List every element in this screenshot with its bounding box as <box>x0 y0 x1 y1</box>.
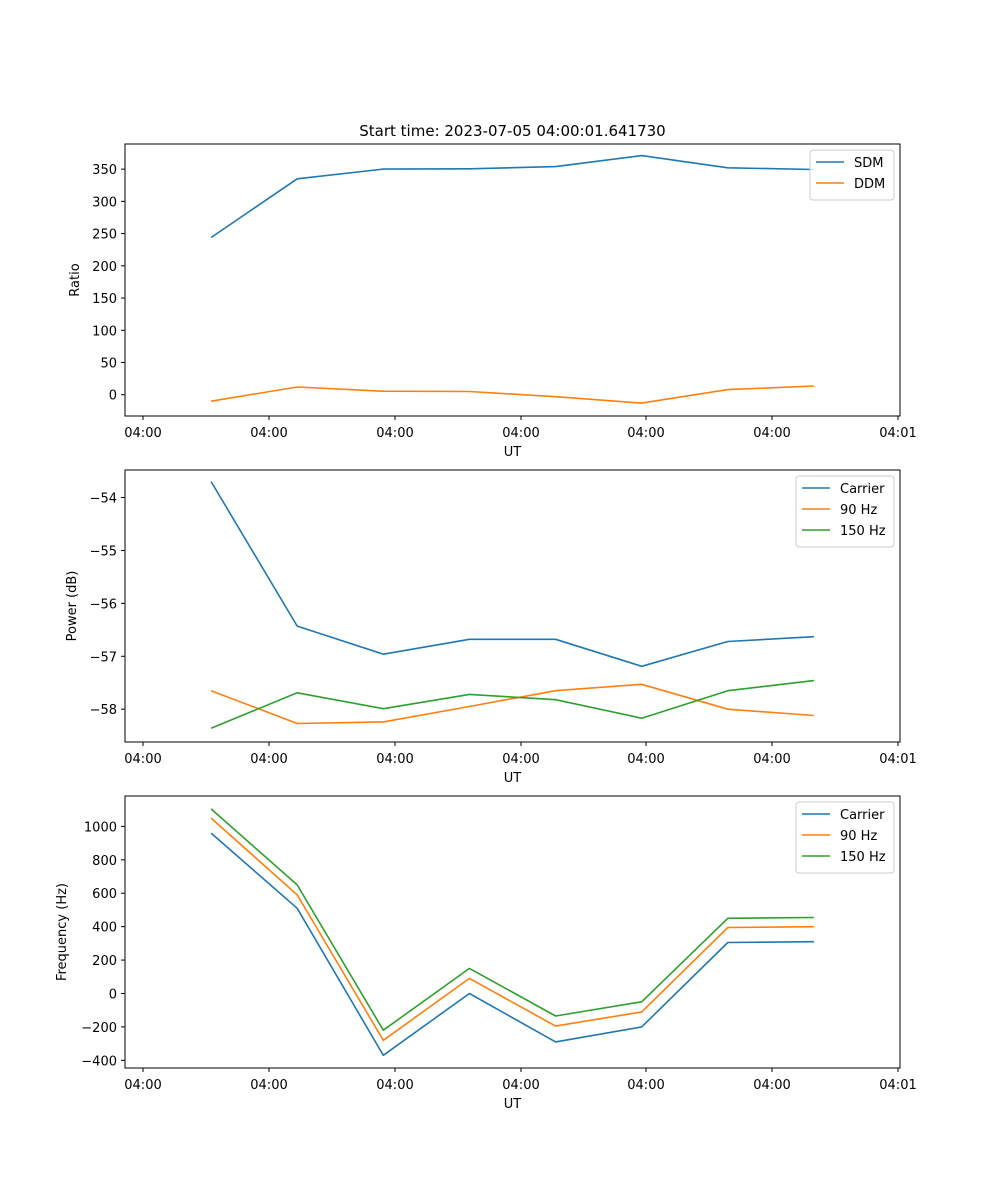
x-tick-label: 04:00 <box>376 752 413 767</box>
y-tick-label: 0 <box>109 987 117 1002</box>
x-tick-label: 04:01 <box>879 1078 916 1093</box>
x-tick-label: 04:00 <box>502 1078 539 1093</box>
series-line-carrier <box>210 481 814 668</box>
axes-frame <box>124 795 901 1069</box>
x-axis-label: UT <box>504 771 522 786</box>
subplot-1: 04:00 04:00 04:00 04:00 04:00 04:00 04:01 UT 0 50… <box>68 143 917 460</box>
y-tick-label: 0 <box>109 389 117 404</box>
y-tick-label: 400 <box>92 921 117 936</box>
y-tick-label: −400 <box>81 1054 117 1069</box>
x-tick-label: 04:00 <box>753 1078 790 1093</box>
series-line-ddm <box>210 385 814 404</box>
x-tick-label: 04:00 <box>502 426 539 441</box>
x-tick-label: 04:00 <box>250 752 287 767</box>
series-line-150-hz <box>210 679 814 729</box>
legend-label: 90 Hz <box>840 829 877 844</box>
y-tick-label: 50 <box>100 357 117 372</box>
x-tick-label: 04:00 <box>627 426 664 441</box>
y-tick-label: −55 <box>90 544 117 559</box>
x-tick-label: 04:00 <box>627 752 664 767</box>
x-tick-label: 04:00 <box>502 752 539 767</box>
series-line-sdm <box>210 154 814 239</box>
legend-label: DDM <box>854 177 885 192</box>
series-line-90-hz <box>210 683 814 725</box>
y-tick-label: −58 <box>90 703 117 718</box>
subplot-2: 04:00 04:00 04:00 04:00 04:00 04:00 04:01 UT −58… <box>65 469 917 786</box>
y-tick-label: −57 <box>90 650 117 665</box>
x-tick-label: 04:01 <box>879 426 916 441</box>
x-tick-label: 04:00 <box>627 1078 664 1093</box>
x-tick-label: 04:01 <box>879 752 916 767</box>
x-tick-label: 04:00 <box>753 426 790 441</box>
y-tick-label: 350 <box>92 163 117 178</box>
legend-label: Carrier <box>840 482 885 497</box>
legend: SDM DDM <box>809 149 895 201</box>
legend-label: 90 Hz <box>840 503 877 518</box>
series-line-150-hz <box>210 808 814 1031</box>
x-tick-label: 04:00 <box>250 426 287 441</box>
x-tick-label: 04:00 <box>124 426 161 441</box>
legend-label: 150 Hz <box>840 850 886 865</box>
y-tick-label: −54 <box>90 492 117 507</box>
y-axis-label: Power (dB) <box>65 571 80 642</box>
y-tick-label: 150 <box>92 292 117 307</box>
y-tick-label: 200 <box>92 954 117 969</box>
legend: Carrier 90 Hz 150 Hz <box>795 801 895 874</box>
subplot-3: 04:00 04:00 04:00 04:00 04:00 04:00 04:01 UT −40… <box>55 795 917 1112</box>
y-tick-label: −56 <box>90 597 117 612</box>
series-line-90-hz <box>210 817 814 1042</box>
legend-label: Carrier <box>840 808 885 823</box>
y-tick-label: −200 <box>81 1021 117 1036</box>
y-axis-label: Frequency (Hz) <box>55 883 70 981</box>
y-tick-label: 300 <box>92 195 117 210</box>
x-tick-label: 04:00 <box>376 1078 413 1093</box>
legend: Carrier 90 Hz 150 Hz <box>795 475 895 548</box>
x-tick-label: 04:00 <box>376 426 413 441</box>
x-tick-label: 04:00 <box>753 752 790 767</box>
figure-title: Start time: 2023-07-05 04:00:01.641730 <box>359 122 665 140</box>
legend-label: SDM <box>854 156 883 171</box>
y-tick-label: 1000 <box>84 820 117 835</box>
x-axis-label: UT <box>504 1097 522 1112</box>
y-tick-label: 100 <box>92 324 117 339</box>
x-tick-label: 04:00 <box>124 752 161 767</box>
y-tick-label: 600 <box>92 887 117 902</box>
y-axis-label: Ratio <box>68 263 83 296</box>
y-tick-label: 250 <box>92 228 117 243</box>
x-axis-label: UT <box>504 445 522 460</box>
axes-frame <box>124 469 901 743</box>
series-line-carrier <box>210 832 814 1057</box>
x-tick-label: 04:00 <box>250 1078 287 1093</box>
axes-frame <box>124 143 901 417</box>
y-tick-label: 200 <box>92 260 117 275</box>
x-tick-label: 04:00 <box>124 1078 161 1093</box>
y-tick-label: 800 <box>92 854 117 869</box>
legend-label: 150 Hz <box>840 524 886 539</box>
